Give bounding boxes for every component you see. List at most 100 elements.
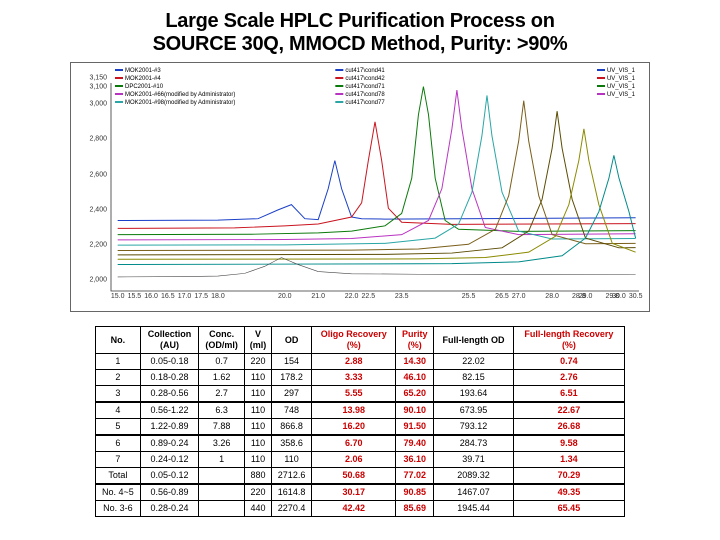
cell: 46.10 xyxy=(396,370,434,386)
cell: 65.20 xyxy=(396,386,434,403)
table-row: 51.22-0.897.88110866.816.2091.50793.1226… xyxy=(96,419,625,436)
cell: 36.10 xyxy=(396,452,434,468)
cell: 77.02 xyxy=(396,468,434,485)
cell: 1467.07 xyxy=(434,484,514,501)
cell: 1614.8 xyxy=(272,484,312,501)
cell: 26.68 xyxy=(513,419,624,436)
legend-item: UV_VIS_1 xyxy=(597,67,635,75)
legend-swatch xyxy=(597,69,605,71)
cell: 16.20 xyxy=(312,419,396,436)
series-line xyxy=(118,90,636,240)
data-table: No.Collection(AU)Conc.(OD/ml)V(ml)ODOlig… xyxy=(95,326,625,517)
header-row: No.Collection(AU)Conc.(OD/ml)V(ml)ODOlig… xyxy=(96,327,625,354)
series-line xyxy=(118,161,636,221)
cell: 13.98 xyxy=(312,402,396,419)
cell: 5.55 xyxy=(312,386,396,403)
cell: 1 xyxy=(199,452,245,468)
x-tick: 15.0 xyxy=(111,293,125,300)
x-tick: 17.5 xyxy=(194,293,208,300)
cell: 748 xyxy=(272,402,312,419)
cell: 0.56-1.22 xyxy=(140,402,198,419)
x-tick: 27.0 xyxy=(512,293,526,300)
cell: 0.05-0.18 xyxy=(140,354,198,370)
cell: Total xyxy=(96,468,141,485)
cell: 0.28-0.56 xyxy=(140,386,198,403)
legend-swatch xyxy=(115,77,123,79)
cell: 220 xyxy=(244,354,271,370)
cell: 3 xyxy=(96,386,141,403)
x-tick: 17.0 xyxy=(178,293,192,300)
x-tick: 26.5 xyxy=(495,293,509,300)
cell xyxy=(199,484,245,501)
cell: 6.70 xyxy=(312,435,396,452)
legend-swatch xyxy=(335,77,343,79)
cell: 5 xyxy=(96,419,141,436)
title-line2: SOURCE 30Q, MMOCD Method, Purity: >90% xyxy=(153,33,568,55)
cell: 110 xyxy=(244,386,271,403)
legend-swatch xyxy=(597,77,605,79)
cell: 3.33 xyxy=(312,370,396,386)
x-tick: 25.5 xyxy=(462,293,476,300)
cell: 284.73 xyxy=(434,435,514,452)
cell: 866.8 xyxy=(272,419,312,436)
cell xyxy=(199,501,245,517)
legend-swatch xyxy=(115,69,123,71)
cell: 358.6 xyxy=(272,435,312,452)
cell: 9.58 xyxy=(513,435,624,452)
x-tick: 16.5 xyxy=(161,293,175,300)
x-tick: 22.5 xyxy=(362,293,376,300)
y-tick: 2,800 xyxy=(89,136,107,143)
cell: 193.64 xyxy=(434,386,514,403)
cell: 154 xyxy=(272,354,312,370)
cell: 110 xyxy=(244,402,271,419)
cell: 178.2 xyxy=(272,370,312,386)
cell: 2.88 xyxy=(312,354,396,370)
cell: 49.35 xyxy=(513,484,624,501)
table-row: No. 4~50.56-0.892201614.830.1790.851467.… xyxy=(96,484,625,501)
cell: 1.62 xyxy=(199,370,245,386)
cell: 2089.32 xyxy=(434,468,514,485)
cell: 91.50 xyxy=(396,419,434,436)
col-header: No. xyxy=(96,327,141,354)
x-axis: 15.015.516.016.517.017.518.020.021.022.0… xyxy=(111,293,639,309)
data-table-wrap: No.Collection(AU)Conc.(OD/ml)V(ml)ODOlig… xyxy=(95,326,625,517)
cell: 6 xyxy=(96,435,141,452)
cell: 4 xyxy=(96,402,141,419)
legend-swatch xyxy=(335,69,343,71)
cell: 440 xyxy=(244,501,271,517)
cell: 880 xyxy=(244,468,271,485)
cell: 2712.6 xyxy=(272,468,312,485)
x-tick: 23.5 xyxy=(395,293,409,300)
x-tick: 16.0 xyxy=(144,293,158,300)
cell: 6.3 xyxy=(199,402,245,419)
legend-label: UV_VIS_1 xyxy=(607,68,635,74)
cell: 50.68 xyxy=(312,468,396,485)
legend-label: cut417\cond41 xyxy=(345,68,384,74)
x-tick: 21.0 xyxy=(311,293,325,300)
legend-label: MOK2001-#3 xyxy=(125,68,161,74)
cell: 110 xyxy=(244,419,271,436)
cell: 90.10 xyxy=(396,402,434,419)
plot-area xyxy=(111,83,639,291)
cell: 39.71 xyxy=(434,452,514,468)
legend-item: UV_VIS_1 xyxy=(597,75,635,83)
legend-item: cut417\cond41 xyxy=(335,67,384,75)
table-row: 60.89-0.243.26110358.66.7079.40284.739.5… xyxy=(96,435,625,452)
cell: 220 xyxy=(244,484,271,501)
cell: 1945.44 xyxy=(434,501,514,517)
table-body: 10.05-0.180.72201542.8814.3022.020.7420.… xyxy=(96,354,625,517)
cell: 0.18-0.28 xyxy=(140,370,198,386)
cell: 90.85 xyxy=(396,484,434,501)
y-tick: 3,100 xyxy=(89,83,107,90)
x-tick: 29.0 xyxy=(579,293,593,300)
y-axis: 2,0002,2002,4002,6002,8003,0003,1003,150 xyxy=(71,83,109,291)
cell: 110 xyxy=(244,435,271,452)
cell: 22.67 xyxy=(513,402,624,419)
cell: 1.34 xyxy=(513,452,624,468)
cell: 2 xyxy=(96,370,141,386)
cell: 0.28-0.24 xyxy=(140,501,198,517)
x-tick: 22.0 xyxy=(345,293,359,300)
cell: 0.74 xyxy=(513,354,624,370)
legend-label: MOK2001-#4 xyxy=(125,76,161,82)
series-line xyxy=(118,155,636,264)
